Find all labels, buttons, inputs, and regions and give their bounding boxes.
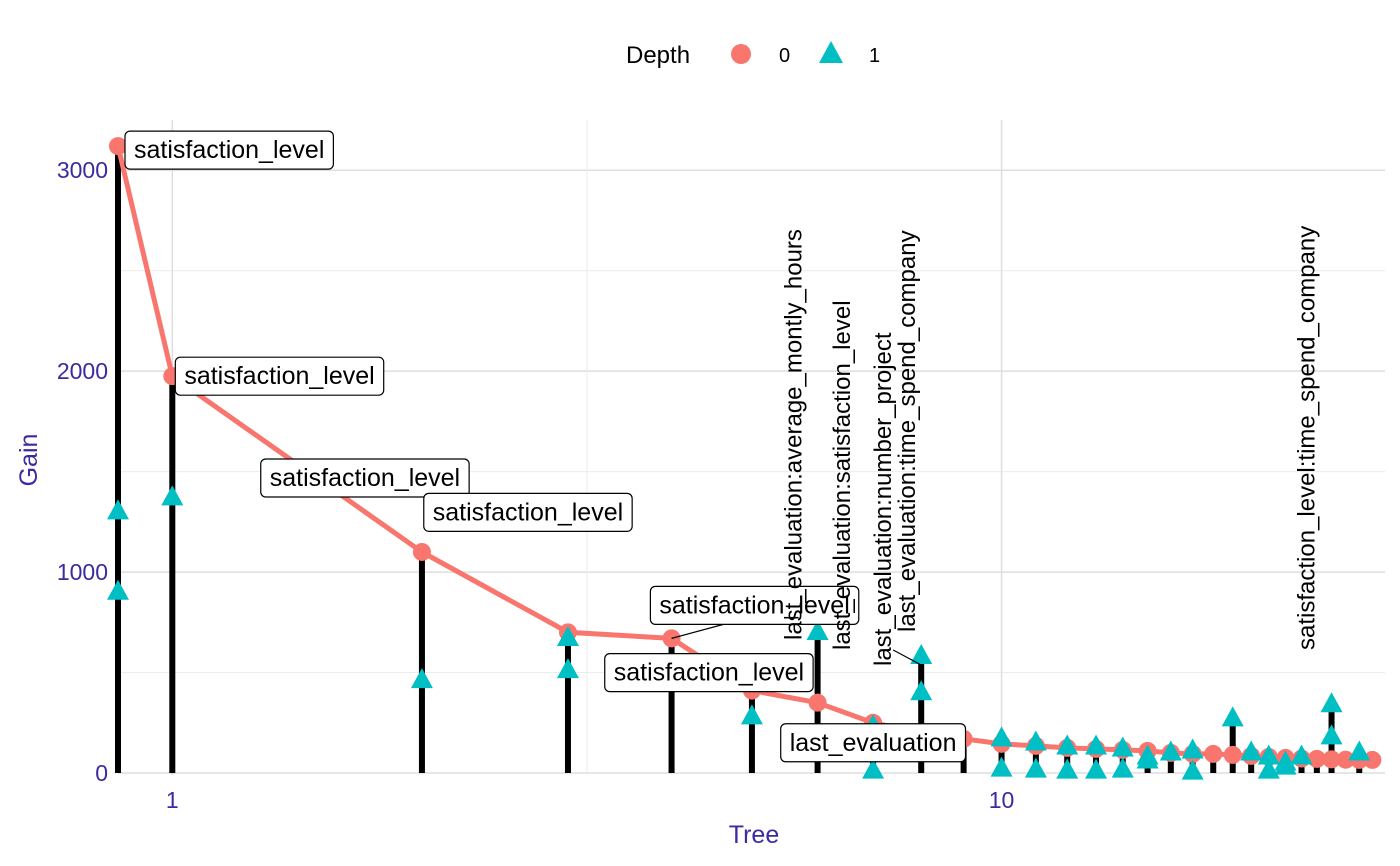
point-depth-0 [1204,744,1223,763]
box-label: satisfaction_level [423,492,633,532]
box-label: satisfaction_level [604,653,814,693]
label-text: satisfaction_level [270,464,460,492]
point-depth-1 [1056,734,1079,755]
point-depth-1 [1181,759,1204,780]
y-tick-label: 2000 [57,358,108,384]
point-depth-1 [910,644,933,665]
label-text: satisfaction_level [433,498,623,526]
legend-key-depth-1 [819,41,843,63]
box-label: satisfaction_level [260,458,470,498]
label-text: satisfaction_level [614,659,804,687]
label-text: satisfaction_level [134,136,324,164]
point-depth-1 [556,625,579,646]
point-depth-1 [1348,740,1371,761]
legend-label-depth-1: 1 [869,45,880,67]
box-label: satisfaction_level [649,585,860,639]
point-depth-0 [1336,750,1355,769]
legend-label-depth-0: 0 [779,45,790,67]
point-depth-0 [1363,750,1382,769]
point-depth-0 [109,137,127,156]
point-depth-1 [910,680,933,701]
point-depth-1 [1085,758,1108,779]
point-depth-0 [1307,749,1326,768]
point-depth-1 [556,658,579,679]
box-label: satisfaction_level [124,130,334,170]
point-depth-1 [1240,740,1263,761]
x-axis-title: Tree [729,821,779,849]
point-depth-0 [1223,745,1242,764]
point-depth-1 [990,756,1013,777]
rotated-label: last_evaluation:number_project [870,332,897,666]
point-depth-1 [1221,706,1244,727]
label-box [174,356,385,396]
legend-title: Depth [626,42,690,69]
point-depth-0 [808,693,827,712]
point-depth-1 [161,485,184,506]
y-axis-title: Gain [15,434,43,487]
point-depth-1 [1181,738,1204,759]
y-tick-label: 1000 [57,559,108,585]
axes: Tree Gain 0 1000 2000 3000 1 10 [15,157,1014,849]
label-box [260,458,470,498]
point-depth-1 [1085,734,1108,755]
point-depth-1 [1024,730,1047,751]
x-tick-label: 10 [989,787,1015,813]
label-box [649,585,860,625]
legend: Depth 0 1 [626,41,880,69]
point-depth-1 [862,758,885,779]
data-points [107,137,1382,780]
point-depth-1 [107,499,129,520]
point-depth-1 [1136,748,1159,769]
x-tick-label: 1 [166,787,179,813]
label-text: last_evaluation [790,729,957,757]
point-depth-0 [412,542,431,561]
point-depth-1 [1159,740,1182,761]
label-box [604,653,814,693]
y-tick-label: 0 [95,760,108,786]
label-box [124,130,334,170]
point-depth-1 [1111,757,1134,778]
box-label: satisfaction_level [174,356,385,396]
point-depth-1 [1290,744,1313,765]
rotated-label-leader [892,649,922,666]
point-depth-1 [1320,724,1343,745]
rotated-label: last_evaluation:average_montly_hours [781,229,808,640]
label-text: satisfaction_level [659,591,849,619]
point-depth-1 [1274,754,1297,775]
point-depth-0 [1322,750,1341,769]
point-depth-1 [1024,757,1047,778]
legend-key-depth-0 [731,44,751,64]
point-depth-1 [107,579,129,600]
point-depth-1 [1056,758,1079,779]
data-labels: satisfaction_levelsatisfaction_levelsati… [124,130,1321,763]
rotated-label: last_evaluation:time_spend_company [894,230,921,632]
rotated-label: satisfaction_level:time_spend_company [1294,226,1321,650]
point-depth-1 [1257,758,1280,779]
label-text: satisfaction_level [184,362,374,390]
point-depth-1 [1320,692,1343,713]
y-tick-label: 3000 [57,157,108,183]
label-box [780,723,967,763]
point-depth-1 [1111,736,1134,757]
point-depth-1 [1257,744,1280,765]
point-depth-1 [806,619,829,640]
point-depth-1 [410,668,433,689]
point-depth-1 [990,726,1013,747]
label-box [423,492,633,532]
point-depth-1 [740,704,763,725]
rotated-label: last_evaluation:satisfaction_level [829,300,856,650]
box-label: last_evaluation [780,723,967,763]
